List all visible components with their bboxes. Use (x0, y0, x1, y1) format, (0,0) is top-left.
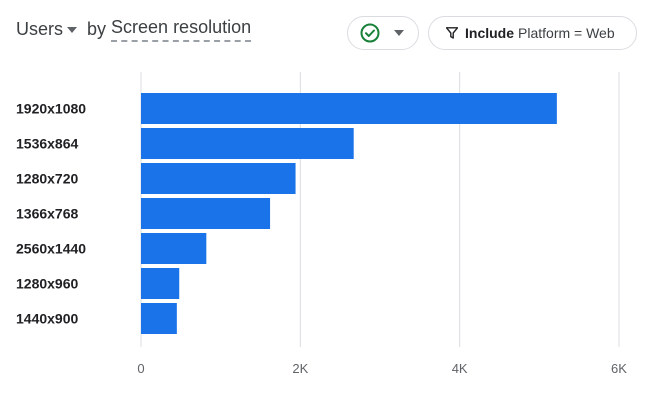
category-label: 1440x900 (16, 311, 79, 327)
category-label: 1920x1080 (16, 101, 86, 117)
filter-condition-label: Platform = Web (518, 25, 615, 41)
check-circle-icon (360, 23, 380, 43)
category-label: 1280x960 (16, 276, 79, 292)
bar[interactable] (141, 198, 271, 229)
caret-down-icon (67, 27, 78, 33)
x-tick-label: 2K (292, 361, 308, 376)
filter-chip[interactable]: Include Platform = Web (428, 16, 637, 50)
category-label: 1536x864 (16, 136, 79, 152)
bar[interactable] (141, 93, 557, 124)
category-label: 1366x768 (16, 206, 79, 222)
metric-label: Users (16, 18, 64, 39)
x-tick-label: 6K (611, 361, 627, 376)
by-label: by (87, 18, 107, 39)
category-label: 2560x1440 (16, 241, 86, 257)
x-tick-label: 0 (137, 361, 144, 376)
bar[interactable] (141, 303, 177, 334)
dimension-selector[interactable]: Screen resolution (111, 17, 252, 42)
bar[interactable] (141, 128, 354, 159)
metric-selector[interactable]: Users (16, 18, 78, 40)
bar[interactable] (141, 163, 296, 194)
funnel-icon (446, 27, 458, 39)
caret-down-icon (394, 30, 404, 36)
x-tick-label: 4K (452, 361, 468, 376)
filter-include-label: Include (465, 25, 515, 41)
bar[interactable] (141, 268, 180, 299)
bar[interactable] (141, 233, 207, 264)
category-label: 1280x720 (16, 171, 79, 187)
chart-header: Users by Screen resolution (16, 16, 252, 42)
compare-button[interactable] (347, 16, 419, 50)
